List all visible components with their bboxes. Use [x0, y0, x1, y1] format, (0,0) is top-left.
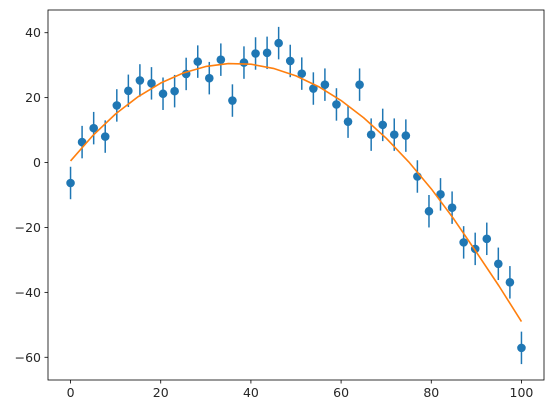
data-point: [505, 278, 515, 287]
y-tick-label: 40: [25, 25, 41, 40]
x-tick-label: 20: [153, 385, 169, 400]
data-point: [366, 130, 376, 139]
data-point: [389, 130, 399, 139]
x-tick-label: 80: [423, 385, 439, 400]
x-tick-label: 100: [510, 385, 534, 400]
data-point: [216, 55, 226, 64]
plot-background: [48, 10, 544, 380]
data-point: [193, 57, 203, 66]
plot-frame: [47, 9, 545, 381]
data-point: [262, 48, 272, 58]
data-point: [355, 80, 364, 89]
data-point: [378, 120, 388, 130]
data-point: [401, 131, 411, 140]
data-point: [424, 206, 434, 216]
y-tick-label: 20: [25, 90, 41, 105]
series-layer: [66, 26, 526, 365]
data-point: [482, 234, 492, 244]
y-tick-label: 0: [33, 155, 41, 170]
x-tick-label: 60: [333, 385, 349, 400]
data-point: [309, 84, 318, 93]
data-point: [320, 80, 330, 89]
x-tick-label: 40: [243, 385, 259, 400]
data-point: [297, 69, 307, 78]
y-tick-label: −20: [15, 220, 41, 235]
data-point: [285, 56, 295, 66]
data-point: [204, 73, 214, 83]
data-point: [517, 343, 526, 353]
data-point: [158, 89, 168, 99]
data-point: [89, 123, 98, 133]
data-point: [170, 86, 179, 96]
data-point: [251, 49, 260, 58]
y-tick-label: −40: [15, 285, 41, 300]
data-point: [228, 96, 237, 105]
data-point: [112, 101, 122, 110]
data-point: [343, 117, 353, 126]
data-point: [239, 58, 249, 67]
data-point: [332, 100, 341, 109]
data-point: [147, 79, 156, 88]
y-tick-label: −60: [15, 350, 41, 365]
data-point: [124, 86, 133, 96]
data-point: [66, 178, 75, 188]
x-tick-label: 0: [67, 385, 75, 400]
data-point: [100, 132, 110, 141]
data-point: [135, 76, 145, 85]
data-point: [274, 38, 283, 48]
data-point: [459, 238, 468, 247]
fit-curve-line: [69, 62, 523, 323]
data-point: [447, 203, 457, 212]
data-point: [494, 259, 503, 269]
axis-layer: 0 20 40 60 80 100 −60 −40 −20 0 20 40: [15, 25, 534, 400]
data-point: [436, 190, 445, 199]
errorbar-series: [66, 26, 526, 365]
